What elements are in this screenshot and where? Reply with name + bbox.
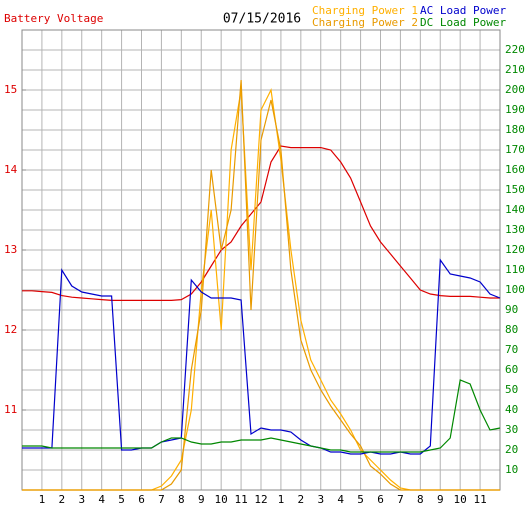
y-tick-label: 12 — [4, 323, 17, 336]
y2-tick-label: 80 — [505, 323, 518, 336]
y2-tick-label: 160 — [505, 163, 525, 176]
x-tick-label: 11 — [473, 493, 486, 506]
x-tick-label: 4 — [98, 493, 105, 506]
y2-tick-label: 180 — [505, 123, 525, 136]
x-tick-label: 6 — [377, 493, 384, 506]
series-line — [22, 379, 501, 453]
x-tick-label: 2 — [298, 493, 305, 506]
plot-frame — [21, 29, 501, 491]
y2-tick-label: 140 — [505, 203, 525, 216]
x-tick-label: 4 — [337, 493, 344, 506]
x-tick-label: 3 — [317, 493, 324, 506]
y2-tick-label: 130 — [505, 223, 525, 236]
series-line — [22, 79, 500, 491]
y-tick-label: 13 — [4, 243, 17, 256]
x-tick-label: 8 — [417, 493, 424, 506]
x-tick-label: 12 — [254, 493, 267, 506]
y2-tick-label: 190 — [505, 103, 525, 116]
x-tick-label: 10 — [215, 493, 228, 506]
legend-entry: Charging Power 1 — [312, 4, 418, 17]
x-tick-label: 3 — [78, 493, 85, 506]
legend-entry: AC Load Power — [420, 4, 506, 17]
x-tick-label: 6 — [138, 493, 145, 506]
y2-tick-label: 40 — [505, 403, 518, 416]
series-line — [22, 145, 500, 301]
legend-entry: Battery Voltage — [4, 12, 103, 25]
y-tick-label: 15 — [4, 83, 17, 96]
y2-tick-label: 210 — [505, 63, 525, 76]
y2-tick-label: 10 — [505, 463, 518, 476]
y2-tick-label: 90 — [505, 303, 518, 316]
x-tick-label: 9 — [198, 493, 205, 506]
series-line — [22, 258, 501, 455]
y2-tick-label: 200 — [505, 83, 525, 96]
x-tick-label: 9 — [437, 493, 444, 506]
x-tick-label: 10 — [454, 493, 467, 506]
x-tick-label: 8 — [178, 493, 185, 506]
y2-tick-label: 170 — [505, 143, 525, 156]
x-tick-label: 1 — [39, 493, 46, 506]
x-tick-label: 2 — [59, 493, 66, 506]
y-tick-label: 14 — [4, 163, 18, 176]
y2-tick-label: 20 — [505, 443, 518, 456]
legend-entry: Charging Power 2 — [312, 16, 418, 29]
x-tick-label: 11 — [234, 493, 247, 506]
legend-entry: DC Load Power — [420, 16, 506, 29]
x-tick-label: 1 — [278, 493, 285, 506]
y2-tick-label: 110 — [505, 263, 525, 276]
y2-tick-label: 60 — [505, 363, 518, 376]
x-tick-label: 7 — [397, 493, 404, 506]
y2-tick-label: 100 — [505, 283, 525, 296]
y2-tick-label: 120 — [505, 243, 525, 256]
y2-tick-label: 70 — [505, 343, 518, 356]
x-tick-label: 7 — [158, 493, 165, 506]
chart-title: 07/15/2016 — [223, 12, 301, 27]
y-tick-label: 11 — [4, 403, 17, 416]
y2-tick-label: 30 — [505, 423, 518, 436]
x-tick-label: 5 — [357, 493, 364, 506]
y2-tick-label: 220 — [505, 43, 525, 56]
x-tick-label: 5 — [118, 493, 125, 506]
y2-tick-label: 50 — [505, 383, 518, 396]
y2-tick-label: 150 — [505, 183, 525, 196]
